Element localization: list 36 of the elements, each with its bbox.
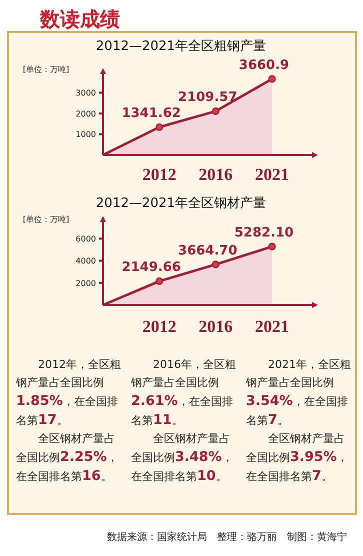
point bbox=[268, 242, 276, 250]
x-tick-label: 2012 bbox=[142, 317, 176, 336]
text: 全区钢材产量占全国比例3.95%，在全国排名第7。 bbox=[246, 432, 348, 484]
y-axis-title: [单位：万吨] bbox=[22, 65, 70, 74]
data-label: 5282.10 bbox=[234, 226, 294, 241]
text: 2016年，全区粗钢产量占全国比例2.61%，在全国排名第11。 bbox=[131, 358, 236, 428]
point bbox=[212, 107, 220, 115]
x-tick-label: 2012 bbox=[142, 165, 176, 184]
y-tick-label: 6000 bbox=[76, 234, 96, 244]
y-tick-label: 4000 bbox=[76, 256, 96, 266]
y-tick-label: 1000 bbox=[76, 130, 96, 140]
text: 数读成绩 bbox=[39, 7, 120, 31]
y-tick-label: 2000 bbox=[76, 109, 96, 118]
y-tick-label: 2000 bbox=[76, 278, 96, 288]
text: 2021年，全区粗钢产量占全国比例3.54%，在全国排名第7。 bbox=[246, 358, 351, 428]
point bbox=[156, 123, 164, 131]
point bbox=[156, 277, 164, 286]
y-axis-title: [单位：万吨] bbox=[22, 215, 70, 224]
data-label: 1341.62 bbox=[122, 106, 181, 122]
data-label: 3660.9 bbox=[238, 58, 290, 73]
point bbox=[212, 260, 220, 268]
text: 2012年，全区粗钢产量占全国比例1.85%，在全国排名第17。 bbox=[16, 358, 121, 428]
x-tick-label: 2021 bbox=[255, 165, 289, 184]
data-label: 2149.66 bbox=[122, 260, 181, 276]
source-note: 数据来源：国家统计局 整理：骆万丽 制图：黄海宁 bbox=[107, 530, 347, 544]
text: 全区钢材产量占全国比例2.25%，在全国排名第16。 bbox=[16, 432, 118, 484]
x-tick-label: 2021 bbox=[255, 317, 289, 336]
x-tick-label: 2016 bbox=[198, 165, 233, 184]
y-tick-label: 3000 bbox=[76, 88, 96, 98]
text: 全区钢材产量占全国比例3.48%，在全国排名第10。 bbox=[131, 432, 233, 484]
data-label: 2109.57 bbox=[178, 90, 238, 106]
point bbox=[268, 75, 276, 83]
data-label: 3664.70 bbox=[178, 243, 238, 258]
chart-title: 2012—2021年全区钢材产量 bbox=[96, 196, 266, 211]
chart-title: 2012—2021年全区粗钢产量 bbox=[96, 39, 266, 54]
x-tick-label: 2016 bbox=[198, 317, 233, 336]
